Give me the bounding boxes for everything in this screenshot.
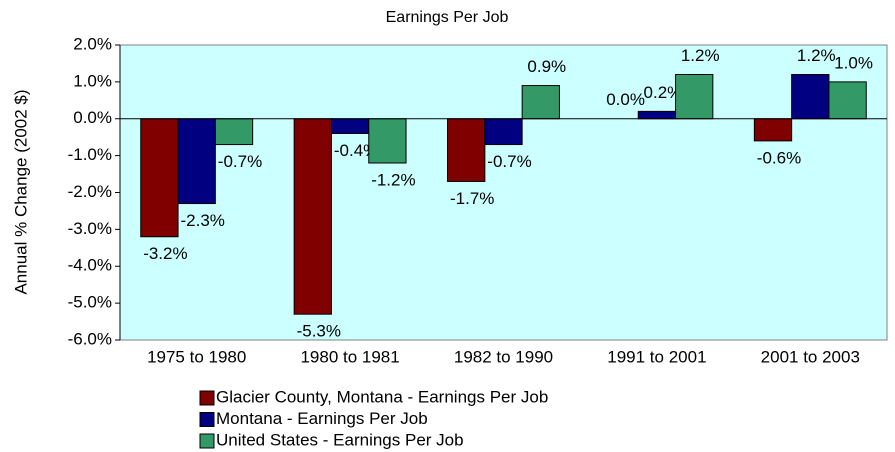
bar xyxy=(177,118,216,205)
y-tick-label: -2.0% xyxy=(68,182,112,201)
data-label: -3.2% xyxy=(143,244,187,263)
data-label: 1.2% xyxy=(797,46,836,65)
legend-label: Glacier County, Montana - Earnings Per J… xyxy=(216,387,548,406)
bar xyxy=(368,118,407,164)
bar xyxy=(293,118,332,315)
data-label: -2.3% xyxy=(180,211,224,230)
bar xyxy=(214,118,254,146)
plot-area xyxy=(119,44,888,341)
y-tick-label: -3.0% xyxy=(68,219,112,238)
data-label: -0.7% xyxy=(487,152,531,171)
y-tick-label: -5.0% xyxy=(68,293,112,312)
x-tick-label: 2001 to 2003 xyxy=(761,347,860,366)
bar xyxy=(447,118,486,182)
chart-title: Earnings Per Job xyxy=(386,9,509,26)
data-label: -5.3% xyxy=(297,322,341,341)
data-label: 0.0% xyxy=(606,90,645,109)
data-label: 1.2% xyxy=(681,46,720,65)
data-label: -1.2% xyxy=(371,170,415,189)
y-tick-label: -6.0% xyxy=(68,329,112,348)
y-axis-label: Annual % Change (2002 $) xyxy=(11,89,30,294)
x-tick-label: 1980 to 1981 xyxy=(300,347,399,366)
y-tick-label: 2.0% xyxy=(73,34,112,53)
bar xyxy=(330,118,370,134)
legend-swatch xyxy=(199,390,215,406)
bar xyxy=(484,118,523,146)
legend-swatch xyxy=(199,412,215,427)
x-tick-label: 1975 to 1980 xyxy=(147,347,246,366)
x-tick-label: 1991 to 2001 xyxy=(607,347,706,366)
bar xyxy=(828,81,867,120)
y-tick-label: -1.0% xyxy=(68,145,112,164)
data-label: -1.7% xyxy=(450,189,494,208)
data-label: -0.4% xyxy=(334,141,378,160)
data-label: 0.9% xyxy=(527,57,566,76)
data-label: 0.2% xyxy=(644,83,683,102)
data-label: 1.0% xyxy=(834,53,873,72)
y-tick-label: 0.0% xyxy=(73,108,112,127)
legend-swatch xyxy=(199,433,215,449)
bar xyxy=(791,74,830,120)
bar xyxy=(675,74,714,120)
bar xyxy=(140,118,179,238)
bar xyxy=(753,118,793,142)
legend-label: United States - Earnings Per Job xyxy=(216,430,464,449)
data-label: -0.7% xyxy=(218,152,262,171)
x-tick-label: 1982 to 1990 xyxy=(454,347,553,366)
bar xyxy=(521,85,560,120)
y-tick-label: 1.0% xyxy=(73,71,112,90)
y-tick-label: -4.0% xyxy=(68,256,112,275)
bar xyxy=(637,110,677,120)
data-label: -0.6% xyxy=(757,148,801,167)
legend-label: Montana - Earnings Per Job xyxy=(216,409,428,428)
